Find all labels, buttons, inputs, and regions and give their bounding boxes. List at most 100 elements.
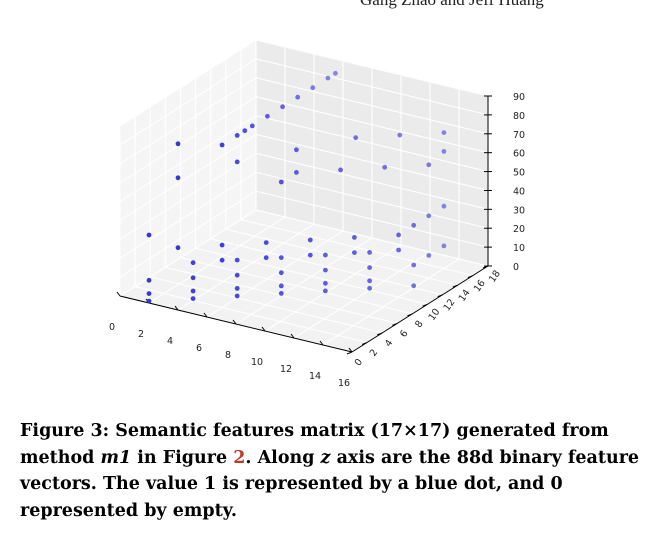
y-axis-line <box>351 265 489 353</box>
z-tick-label: 40 <box>513 186 525 197</box>
data-point <box>307 237 313 243</box>
grid-line-z <box>255 58 489 116</box>
data-point <box>295 94 301 100</box>
z-tick-label: 60 <box>513 149 525 160</box>
data-point <box>242 128 248 134</box>
data-point <box>367 278 372 284</box>
data-points <box>146 70 447 304</box>
data-point <box>146 277 152 283</box>
data-point <box>325 75 331 81</box>
data-point <box>441 149 447 154</box>
data-point <box>146 298 152 304</box>
grid-line-x <box>293 251 431 339</box>
y-tick-label: 14 <box>457 288 473 304</box>
figure-reference-link[interactable]: 2 <box>233 447 246 468</box>
grid-line-y <box>225 228 458 286</box>
x-tick-label: 4 <box>167 336 173 347</box>
y-tick <box>361 341 368 345</box>
data-point <box>382 164 388 170</box>
data-point <box>278 255 284 260</box>
y-tick <box>437 294 443 298</box>
data-point <box>426 162 432 168</box>
y-tick-label: 6 <box>398 328 410 339</box>
grid-line-y <box>150 276 383 334</box>
grid-line-y <box>195 247 428 305</box>
data-point <box>353 135 359 141</box>
grid-line-x <box>177 223 315 311</box>
y-tick-label: 2 <box>368 347 380 358</box>
data-point <box>323 288 328 294</box>
grid-line-y <box>180 257 413 315</box>
grid-line-x <box>322 258 460 346</box>
data-point <box>397 132 403 138</box>
data-point <box>323 267 328 273</box>
z-tick-label: 50 <box>513 168 525 179</box>
grid-line-z <box>119 190 257 278</box>
data-point <box>426 253 432 258</box>
data-point <box>441 243 447 249</box>
x-tick-label: 6 <box>196 343 202 354</box>
y-tick-label: 16 <box>472 278 488 294</box>
data-point <box>441 203 447 209</box>
data-point <box>333 70 338 76</box>
y-tick <box>377 332 383 336</box>
grid-line-x <box>264 244 402 332</box>
data-point <box>175 175 181 181</box>
y-tick <box>467 275 474 279</box>
z-tick-label: 20 <box>513 224 525 235</box>
scatter-3d-chart: 0246810121416024681012141618010203040506… <box>109 39 525 389</box>
grid-line-z <box>119 96 257 184</box>
data-point <box>338 167 343 173</box>
y-tick-label: 18 <box>487 268 503 284</box>
x-tick <box>174 305 179 311</box>
z-tick-label: 90 <box>513 92 525 103</box>
x-tick-label: 12 <box>280 364 292 375</box>
z-tick-label: 0 <box>513 262 519 273</box>
data-point <box>323 252 328 258</box>
grid-line-z <box>119 209 257 297</box>
data-point <box>234 257 240 263</box>
caption-text-4: axis are the 88d binary feature vectors.… <box>20 447 640 521</box>
grid-line-z <box>119 115 257 203</box>
data-point <box>263 255 269 261</box>
data-point <box>278 179 284 185</box>
grid-line-y <box>134 285 368 343</box>
grid-line-z <box>255 96 489 154</box>
grid-line-x <box>206 230 344 318</box>
grid-line-z <box>255 190 489 248</box>
data-point <box>367 250 372 255</box>
grid-line-z <box>119 152 257 240</box>
grid-line-z <box>119 133 257 221</box>
grid-line-z <box>119 77 257 165</box>
data-point <box>146 232 152 238</box>
data-point <box>396 232 401 238</box>
data-point <box>367 265 372 270</box>
caption-text-1: Figure 3: Semantic features matrix (17×1… <box>20 421 609 468</box>
z-tick-label: 70 <box>513 130 525 141</box>
data-point <box>190 260 196 266</box>
data-point <box>323 280 328 286</box>
y-tick-label: 0 <box>353 357 365 368</box>
z-tick-label: 80 <box>513 111 525 122</box>
data-point <box>426 213 432 219</box>
z-tick-label: 30 <box>513 205 525 216</box>
data-point <box>234 293 240 299</box>
data-point <box>234 272 240 278</box>
x-tick <box>232 319 237 325</box>
x-tick <box>203 312 208 318</box>
data-point <box>278 291 284 296</box>
x-tick-label: 16 <box>338 378 350 389</box>
grid-line-z <box>255 39 489 97</box>
z-tick-label: 10 <box>513 243 525 254</box>
grid-line-y <box>210 238 443 296</box>
grid-line-z <box>119 58 257 146</box>
caption-text-2: in Figure <box>131 447 234 468</box>
x-tick-label: 2 <box>138 329 144 340</box>
y-tick <box>346 351 353 355</box>
caption-text-3: . Along <box>245 447 321 468</box>
data-point <box>265 113 270 119</box>
caption-method: m1 <box>100 447 132 468</box>
y-tick <box>452 284 458 288</box>
running-head: Gang Zhao and Jeff Huang <box>360 0 660 10</box>
grid-line-z <box>119 39 257 127</box>
